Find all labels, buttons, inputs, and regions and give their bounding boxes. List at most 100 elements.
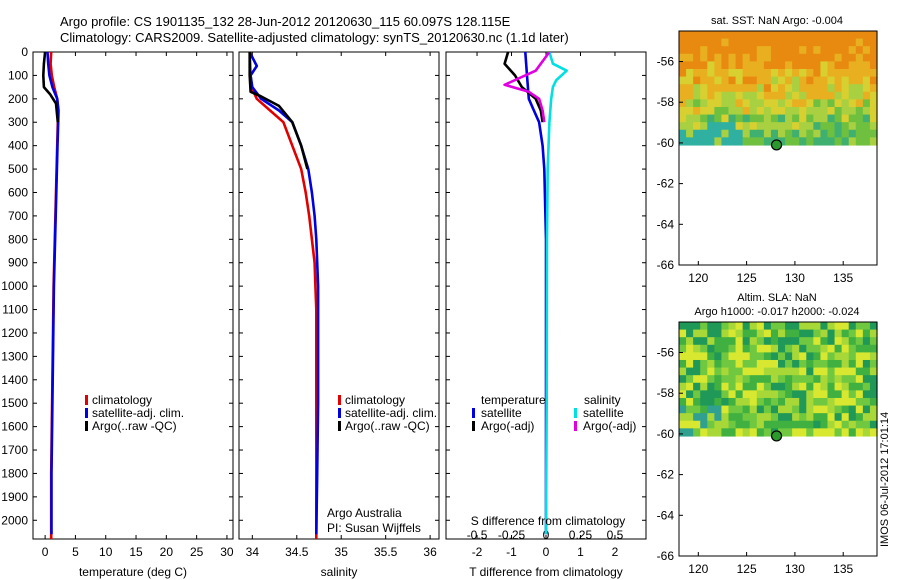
heatmap-cell [806, 428, 814, 437]
heatmap-cell [820, 359, 829, 369]
heatmap-cell [827, 129, 836, 138]
heatmap-cell [742, 114, 751, 123]
heatmap-cell [707, 61, 715, 70]
heatmap-cell [693, 420, 701, 429]
heatmap-cell [834, 367, 843, 376]
heatmap-cell [735, 129, 744, 138]
x-tick2-label: 0.25 [569, 528, 593, 542]
heatmap-cell [841, 375, 850, 384]
temperature-panel [32, 51, 234, 540]
heatmap-cell [862, 420, 871, 429]
heatmap-cell [862, 99, 871, 108]
heatmap-cell [714, 367, 723, 376]
heatmap-cell [763, 329, 772, 338]
heatmap-cell [855, 91, 864, 100]
heatmap-cell [693, 344, 701, 353]
heatmap-cell [785, 428, 793, 437]
heatmap-cell [756, 76, 765, 85]
heatmap-cell [700, 428, 708, 437]
heatmap-cell [679, 420, 687, 429]
heatmap-cell [714, 405, 723, 414]
heatmap-cell [700, 61, 708, 70]
heatmap-cell [756, 405, 765, 414]
heatmap-cell [749, 405, 758, 414]
heatmap-cell [827, 76, 836, 85]
heatmap-cell [686, 382, 694, 391]
heatmap-cell [792, 397, 800, 407]
heatmap-cell [855, 344, 864, 353]
heatmap-cell [707, 137, 715, 146]
heatmap-cell [841, 38, 850, 47]
heatmap-cell [855, 420, 864, 429]
heatmap-cell [841, 359, 850, 369]
heatmap-cell [763, 382, 772, 391]
heatmap-cell [792, 99, 800, 108]
heatmap-cell [700, 84, 708, 93]
heatmap-cell [770, 46, 779, 55]
heatmap-cell [813, 38, 822, 47]
heatmap-cell [813, 359, 822, 369]
heatmap-cell [799, 53, 807, 62]
heatmap-cell [749, 352, 758, 361]
heatmap-cell [686, 84, 694, 93]
heatmap-cell [686, 375, 694, 384]
heatmap-cell [827, 114, 836, 123]
heatmap-cell [714, 91, 723, 100]
heatmap-cell [799, 352, 807, 361]
heatmap-cell [707, 375, 715, 384]
heatmap-cell [749, 359, 758, 369]
heatmap-cell [679, 31, 687, 40]
heatmap-cell [862, 31, 871, 40]
heatmap-cell [756, 53, 765, 62]
heatmap-cell [735, 405, 744, 414]
heatmap-cell [799, 99, 807, 108]
heatmap-cell [785, 405, 793, 414]
heatmap-cell [792, 344, 800, 353]
heatmap-cell [756, 420, 765, 429]
heatmap-cell [785, 337, 793, 346]
heatmap-cell [848, 359, 857, 369]
heatmap-cell [707, 31, 715, 40]
heatmap-cell [770, 359, 779, 369]
heatmap-cell [806, 68, 814, 78]
heatmap-cell [686, 352, 694, 361]
x-tick-label: 34 [246, 545, 260, 559]
heatmap-cell [792, 428, 800, 437]
heatmap-cell [827, 397, 836, 407]
heatmap-cell [679, 344, 687, 353]
heatmap-cell [834, 99, 843, 108]
heatmap-cell [855, 46, 864, 55]
heatmap-cell [813, 114, 822, 123]
depth-tick-label: 1900 [1, 490, 28, 504]
heatmap-cell [728, 375, 737, 384]
heatmap-cell [841, 114, 850, 123]
map-x-tick-label: 125 [737, 562, 757, 576]
heatmap-cell [749, 322, 758, 331]
heatmap-cell [707, 405, 715, 414]
heatmap-cell [693, 38, 701, 47]
depth-tick-label: 1700 [1, 443, 28, 457]
heatmap-cell [770, 31, 779, 40]
heatmap-cell [848, 375, 857, 384]
map-y-tick-label: -62 [657, 177, 675, 191]
heatmap-cell [770, 53, 779, 62]
heatmap-cell [778, 367, 786, 376]
heatmap-cell [742, 397, 751, 407]
heatmap-cell [778, 405, 786, 414]
heatmap-cell [785, 91, 793, 100]
heatmap-cell [679, 106, 687, 116]
heatmap-cell [820, 405, 829, 414]
heatmap-cell [862, 137, 871, 146]
heatmap-cell [820, 337, 829, 346]
heatmap-cell [820, 420, 829, 429]
heatmap-cell [869, 390, 878, 399]
heatmap-cell [778, 337, 786, 346]
heatmap-cell [735, 61, 744, 70]
heatmap-cell [749, 68, 758, 78]
heatmap-cell [693, 329, 701, 338]
heatmap-cell [728, 53, 737, 62]
heatmap-cell [841, 84, 850, 93]
heatmap-cell [799, 31, 807, 40]
heatmap-cell [827, 359, 836, 369]
heatmap-cell [763, 76, 772, 85]
